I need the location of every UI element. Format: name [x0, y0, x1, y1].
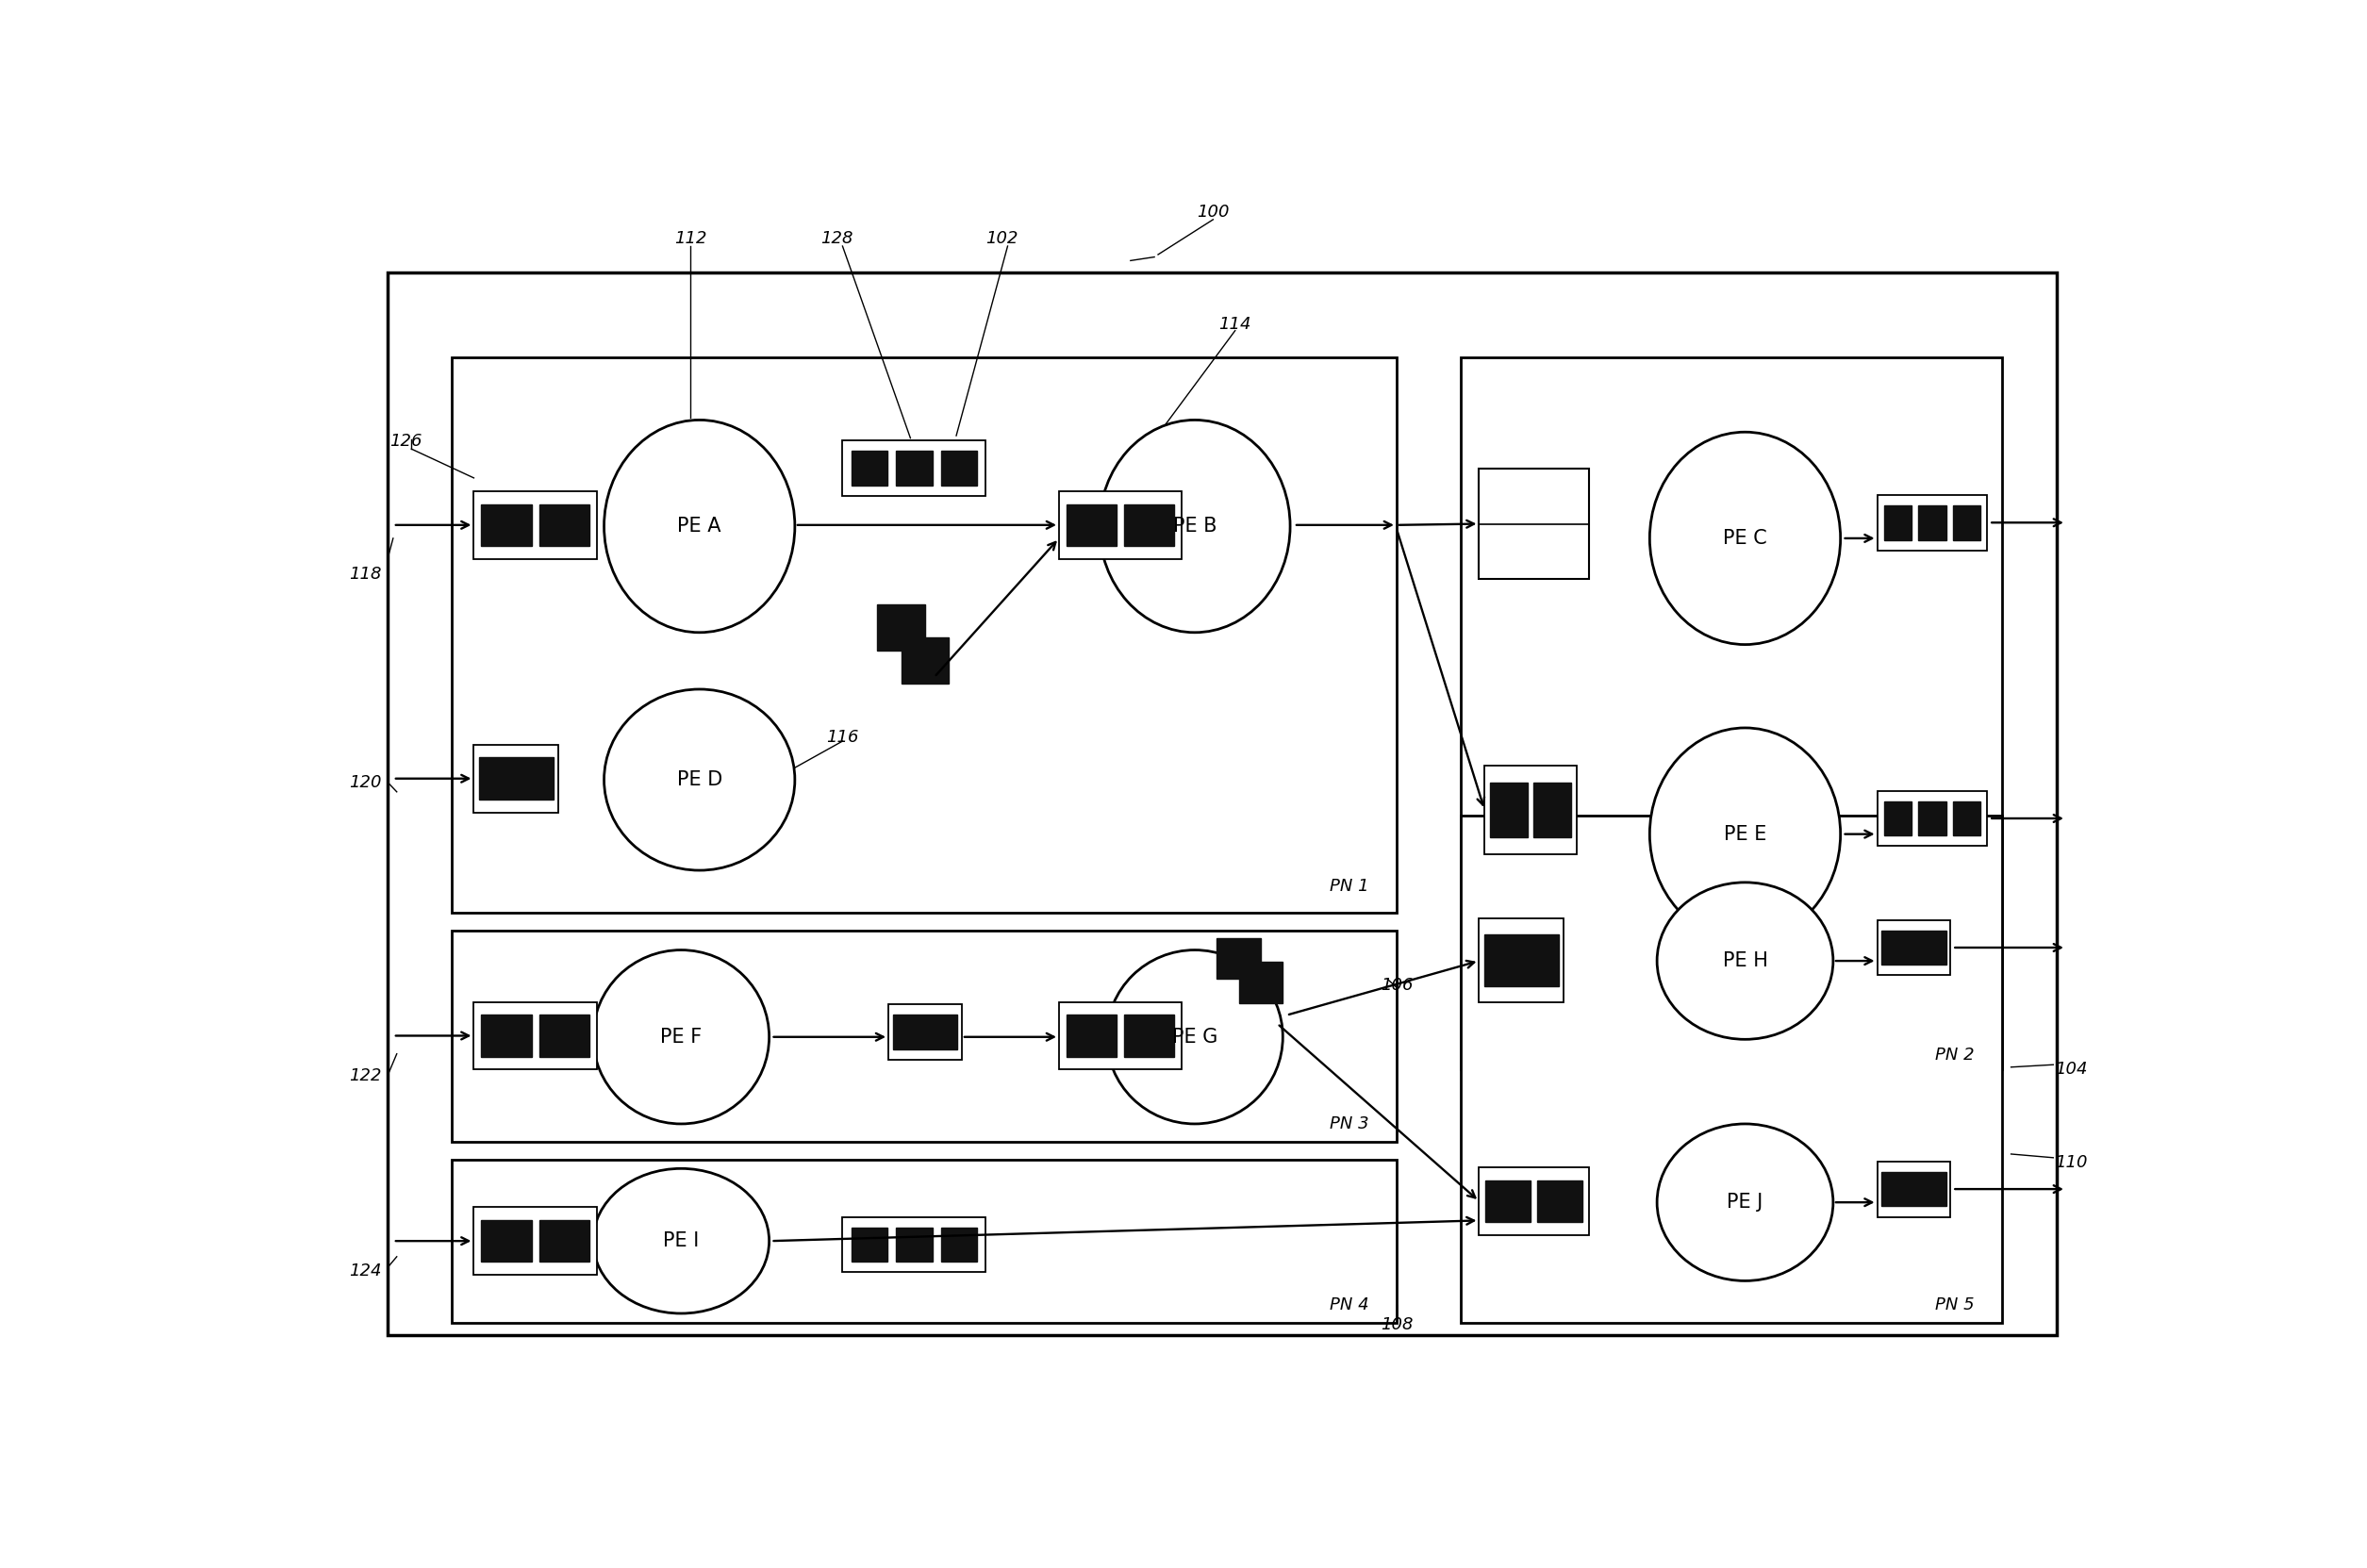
Bar	[1479, 1167, 1588, 1236]
Bar	[1124, 503, 1174, 546]
Text: PN 5: PN 5	[1936, 1297, 1974, 1314]
Text: PE J: PE J	[1728, 1193, 1763, 1212]
Bar	[892, 1014, 956, 1049]
Bar	[1917, 505, 1946, 539]
Bar	[1124, 1014, 1174, 1057]
Text: 104: 104	[2055, 1062, 2088, 1079]
Ellipse shape	[1108, 950, 1283, 1124]
Bar	[1484, 765, 1576, 855]
Bar	[452, 358, 1397, 913]
Bar	[1058, 1002, 1181, 1069]
Bar	[473, 491, 596, 558]
Bar	[852, 452, 888, 486]
Text: 124: 124	[350, 1262, 381, 1279]
Bar	[1479, 919, 1565, 1002]
Text: PE G: PE G	[1172, 1027, 1217, 1046]
Bar	[1534, 782, 1572, 837]
Text: 118: 118	[350, 566, 381, 583]
Text: 112: 112	[675, 230, 705, 248]
Bar	[1068, 1014, 1117, 1057]
Ellipse shape	[604, 420, 795, 632]
Bar	[473, 1207, 596, 1275]
Text: 110: 110	[2055, 1154, 2088, 1171]
Text: PE E: PE E	[1723, 825, 1766, 844]
Bar	[452, 931, 1397, 1142]
Bar	[1877, 1162, 1950, 1217]
Bar	[1238, 963, 1283, 1004]
Text: PE C: PE C	[1723, 528, 1768, 547]
Bar	[1884, 801, 1913, 836]
Bar	[897, 452, 933, 486]
Ellipse shape	[604, 690, 795, 870]
Bar	[481, 503, 533, 546]
Bar	[1068, 503, 1117, 546]
Bar	[478, 757, 554, 800]
Bar	[1882, 930, 1946, 964]
Bar	[1953, 801, 1981, 836]
Bar	[1491, 782, 1527, 837]
Bar	[888, 1005, 961, 1060]
Ellipse shape	[1650, 728, 1842, 941]
Bar	[1486, 1181, 1531, 1221]
Text: 122: 122	[350, 1068, 381, 1083]
Bar	[1917, 801, 1946, 836]
Text: 108: 108	[1380, 1316, 1413, 1333]
Text: PN 1: PN 1	[1330, 878, 1368, 894]
Bar	[1882, 1171, 1946, 1206]
Text: PE F: PE F	[660, 1027, 703, 1046]
Bar	[452, 1160, 1397, 1323]
Ellipse shape	[1650, 433, 1842, 644]
Bar	[878, 605, 925, 651]
Bar	[1460, 358, 2002, 1069]
Bar	[481, 1014, 533, 1057]
Bar	[902, 637, 949, 684]
Bar	[852, 1228, 888, 1262]
Text: PE I: PE I	[663, 1231, 698, 1250]
Bar	[1953, 505, 1981, 539]
Ellipse shape	[594, 1168, 769, 1314]
Bar	[540, 1220, 589, 1262]
Bar	[1877, 920, 1950, 975]
Bar	[1484, 935, 1557, 986]
Text: 106: 106	[1380, 977, 1413, 994]
Text: 128: 128	[821, 230, 852, 248]
Bar	[940, 452, 978, 486]
Bar	[1058, 491, 1181, 558]
Text: PN 2: PN 2	[1936, 1046, 1974, 1063]
Bar	[843, 1217, 985, 1272]
Text: PN 4: PN 4	[1330, 1297, 1368, 1314]
Bar	[481, 1220, 533, 1262]
Bar	[843, 441, 985, 495]
Bar	[1877, 495, 1988, 550]
Text: 120: 120	[350, 773, 381, 790]
Text: PN 3: PN 3	[1330, 1115, 1368, 1132]
Text: PE H: PE H	[1723, 952, 1768, 971]
Text: 100: 100	[1198, 204, 1228, 221]
Bar	[1479, 469, 1588, 579]
Bar	[897, 1228, 933, 1262]
Bar	[473, 745, 559, 812]
Text: 126: 126	[391, 433, 421, 450]
Bar	[1217, 938, 1262, 978]
Ellipse shape	[1098, 420, 1290, 632]
Bar	[388, 273, 2057, 1336]
Bar	[940, 1228, 978, 1262]
Ellipse shape	[1657, 883, 1832, 1040]
Text: PE A: PE A	[677, 517, 722, 536]
Bar	[540, 1014, 589, 1057]
Bar	[1460, 815, 2002, 1323]
Text: PE D: PE D	[677, 770, 722, 789]
Text: 102: 102	[987, 230, 1018, 248]
Bar	[1539, 1181, 1584, 1221]
Text: 114: 114	[1219, 317, 1252, 332]
Text: PE B: PE B	[1172, 517, 1217, 536]
Text: 116: 116	[826, 729, 859, 746]
Bar	[540, 503, 589, 546]
Bar	[473, 1002, 596, 1069]
Ellipse shape	[594, 950, 769, 1124]
Bar	[1884, 505, 1913, 539]
Ellipse shape	[1657, 1124, 1832, 1281]
Bar	[1877, 790, 1988, 847]
